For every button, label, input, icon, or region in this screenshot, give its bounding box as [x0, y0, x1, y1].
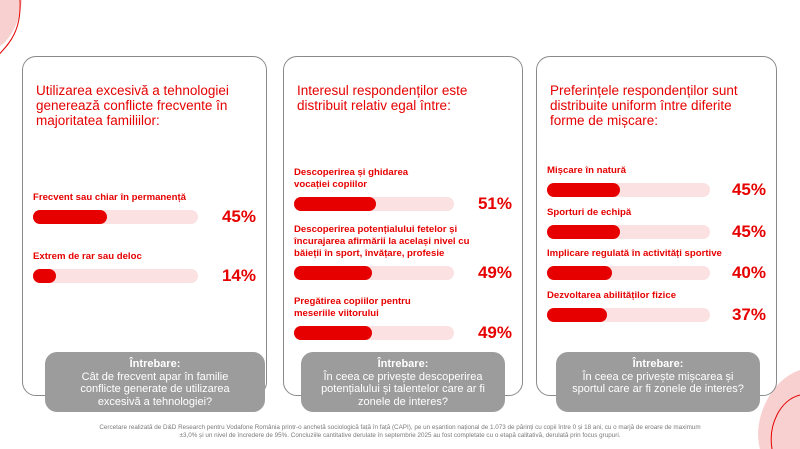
bar-label: Dezvoltarea abilităților fizice [547, 290, 677, 301]
bar-track [547, 308, 710, 322]
bar-item: Extrem de rar sau deloc 14% [33, 251, 256, 285]
bar-label: Mișcare în natură [547, 165, 626, 176]
bar-track [294, 266, 454, 280]
bar-track [33, 210, 198, 224]
bar-percentage: 14% [221, 266, 256, 285]
bar-track [33, 269, 198, 283]
bar-fill [547, 225, 621, 239]
bar-fill [294, 266, 373, 280]
bar-item: Descoperirea și ghidarea vocației copiil… [294, 167, 512, 213]
bar-track [294, 197, 454, 211]
bar-track [547, 266, 710, 280]
footnote: Cercetare realizată de D&D Research pent… [99, 424, 701, 439]
bar-item: Frecvent sau chiar în permanență 45% [33, 192, 256, 226]
bar-fill [547, 266, 613, 280]
question-text: În ceea ce privește mișcarea și sportul … [572, 370, 744, 396]
bar-item: Descoperirea potențialului fetelor și în… [294, 224, 512, 282]
question-heading: Întrebare: [632, 358, 684, 370]
bar-fill [294, 326, 373, 340]
bar-label: Descoperirea și ghidarea vocației copiil… [294, 167, 409, 190]
card-title: Interesul respondenților este distribuit… [297, 83, 468, 113]
bar-fill [33, 210, 108, 224]
bar-track [294, 326, 454, 340]
question-box: Întrebare: În ceea ce privește descoperi… [301, 352, 505, 412]
bar-percentage: 49% [477, 263, 512, 282]
bar-label: Descoperirea potențialului fetelor și în… [294, 224, 470, 259]
bar-percentage: 51% [477, 194, 512, 213]
bar-item: Pregătirea copiilor pentru meseriile vii… [294, 296, 512, 342]
card-movement-preferences: Preferințele respondenților sunt distrib… [536, 56, 777, 396]
bar-item: Dezvoltarea abilităților fizice 37% [547, 290, 766, 324]
question-box: Întrebare: În ceea ce privește mișcarea … [556, 352, 760, 412]
question-heading: Întrebare: [377, 358, 429, 370]
card-interest-distribution: Interesul respondenților este distribuit… [283, 56, 523, 396]
card-tech-conflicts: Utilizarea excesivă a tehnologiei genere… [22, 56, 267, 396]
question-text: În ceea ce privește descoperirea potenți… [321, 370, 485, 408]
bar-percentage: 49% [477, 323, 512, 342]
bar-label: Extrem de rar sau deloc [33, 251, 142, 262]
card-title: Utilizarea excesivă a tehnologiei genere… [36, 83, 229, 128]
bar-item: Implicare regulată în activități sportiv… [547, 248, 766, 282]
question-heading: Întrebare: [129, 358, 181, 370]
bar-item: Sporturi de echipă 45% [547, 207, 766, 241]
bar-fill [294, 197, 376, 211]
bar-item: Mișcare în natură 45% [547, 165, 766, 199]
bar-percentage: 45% [731, 222, 766, 241]
bar-label: Implicare regulată în activități sportiv… [547, 248, 722, 259]
bar-fill [547, 308, 608, 322]
bar-track [547, 183, 710, 197]
bar-percentage: 45% [221, 207, 256, 226]
question-box: Întrebare: Cât de frecvent apar în famil… [45, 352, 265, 412]
bar-percentage: 45% [731, 180, 766, 199]
bar-percentage: 40% [731, 263, 766, 282]
bar-label: Frecvent sau chiar în permanență [33, 192, 187, 203]
question-text: Cât de frecvent apar în familie conflict… [80, 370, 230, 408]
card-title: Preferințele respondenților sunt distrib… [550, 83, 738, 128]
bar-label: Sporturi de echipă [547, 207, 632, 218]
bar-fill [547, 183, 621, 197]
bar-label: Pregătirea copiilor pentru meseriile vii… [294, 296, 411, 319]
bar-track [547, 225, 710, 239]
bar-percentage: 37% [731, 305, 766, 324]
bar-fill [33, 269, 57, 283]
